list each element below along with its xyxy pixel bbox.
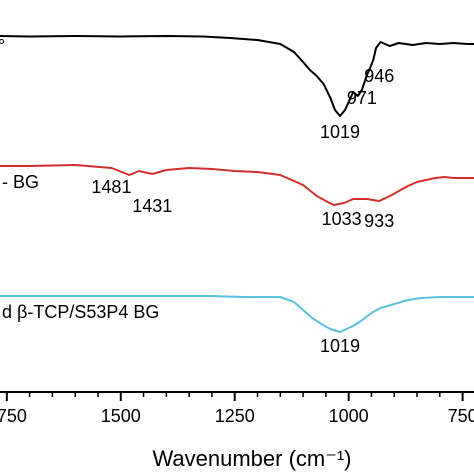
peak-annotation: 1431 [132, 196, 172, 216]
x-tick-label: 750 [448, 406, 474, 426]
peak-annotation: 1033 [322, 209, 362, 229]
peak-annotation: 1481 [91, 177, 131, 197]
x-tick-label: 1500 [101, 406, 141, 426]
peak-annotation: 933 [364, 211, 394, 231]
peak-annotation: 1019 [320, 122, 360, 142]
peak-annotation: 1019 [320, 336, 360, 356]
x-tick-label: 1250 [215, 406, 255, 426]
series-label-2: - BG [2, 172, 39, 192]
peak-annotation: 971 [347, 88, 377, 108]
series-line-1 [0, 35, 474, 117]
series-line-3 [0, 295, 474, 333]
peak-annotation: 946 [364, 66, 394, 86]
x-tick-label: 1750 [0, 406, 27, 426]
series-line-2 [0, 164, 474, 206]
series-label-1: ° [0, 36, 5, 56]
series-label-3: d β-TCP/S53P4 BG [2, 302, 159, 322]
x-tick-label: 1000 [329, 406, 369, 426]
series-layer [0, 35, 474, 333]
x-axis: 1750 1500 1250 1000 750 [0, 391, 474, 426]
x-axis-label: Wavenumber (cm⁻¹) [152, 446, 351, 471]
